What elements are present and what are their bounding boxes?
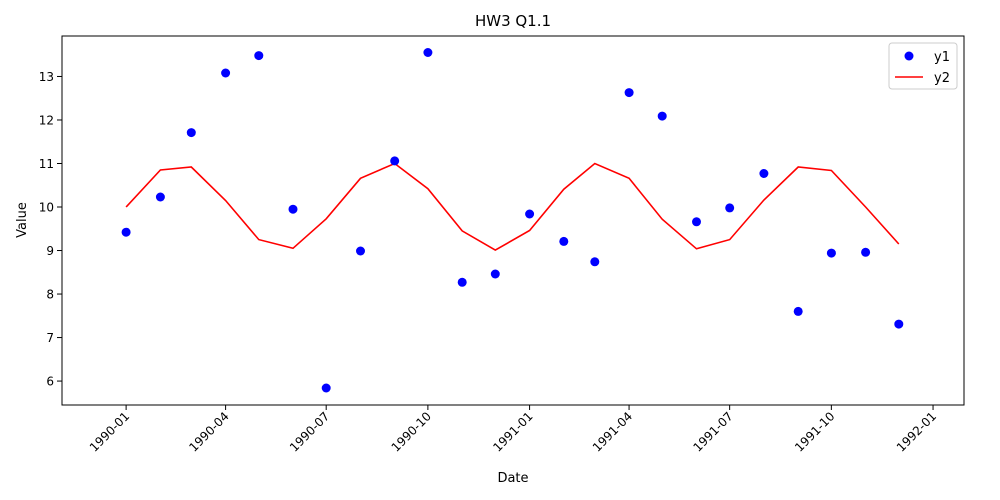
y-axis-label: Value (15, 202, 30, 238)
data-point-y1 (894, 319, 904, 329)
y-tick-label: 6 (46, 375, 54, 389)
x-axis: 1990-01 1990-04 1990-07 1990-10 1991-01 1991-… (87, 405, 939, 455)
y-tick-label: 12 (39, 113, 54, 127)
y-axis: 6 7 8 9 10 11 12 13 (39, 70, 62, 389)
data-point-y1 (793, 306, 803, 316)
data-point-y1 (759, 169, 769, 178)
legend: y1 y2 (888, 42, 958, 90)
data-point-y1 (590, 257, 600, 267)
x-tick-label: 1990-10 (389, 409, 434, 454)
legend-label-y2: y2 (934, 71, 950, 86)
data-point-y1 (624, 88, 634, 98)
x-tick-label: 1991-01 (490, 409, 535, 454)
x-tick-label: 1990-04 (186, 409, 231, 454)
data-point-y1 (356, 246, 365, 256)
data-point-y1 (254, 51, 264, 61)
data-point-y1 (155, 192, 165, 202)
x-tick-label: 1990-07 (287, 409, 332, 454)
chart-title: HW3 Q1.1 (475, 12, 551, 30)
data-point-y1 (657, 111, 667, 121)
data-point-y1 (321, 383, 331, 393)
y-tick-label: 8 (46, 288, 54, 302)
legend-marker-y1 (904, 51, 914, 61)
x-tick-label: 1991-10 (792, 409, 837, 454)
y-tick-label: 11 (39, 157, 54, 171)
y-tick-label: 7 (46, 331, 54, 345)
x-tick-label: 1992-01 (894, 409, 939, 454)
x-axis-label: Date (497, 471, 528, 486)
data-point-y1 (288, 204, 298, 214)
data-point-y1 (692, 217, 701, 227)
data-point-y1 (826, 248, 836, 258)
data-point-y1 (186, 128, 196, 138)
x-tick-label: 1990-01 (87, 409, 132, 454)
data-point-y1 (390, 156, 400, 166)
data-point-y1 (725, 203, 735, 213)
plot-frame (61, 35, 965, 406)
legend-label-y1: y1 (934, 50, 950, 65)
data-point-y1 (221, 68, 231, 78)
data-point-y1 (559, 236, 569, 246)
data-point-y1 (457, 277, 467, 287)
data-point-y1 (121, 227, 131, 237)
y-tick-label: 10 (39, 201, 54, 215)
data-point-y1 (525, 209, 535, 219)
data-point-y1 (490, 269, 500, 279)
x-tick-label: 1991-04 (590, 409, 635, 454)
series-line-y2 (125, 162, 900, 252)
data-point-y1 (423, 48, 433, 57)
y-tick-label: 9 (46, 244, 54, 258)
data-point-y1 (861, 247, 871, 257)
y-tick-label: 13 (39, 70, 54, 84)
plot-area (121, 48, 904, 393)
x-tick-label: 1991-07 (690, 409, 735, 454)
